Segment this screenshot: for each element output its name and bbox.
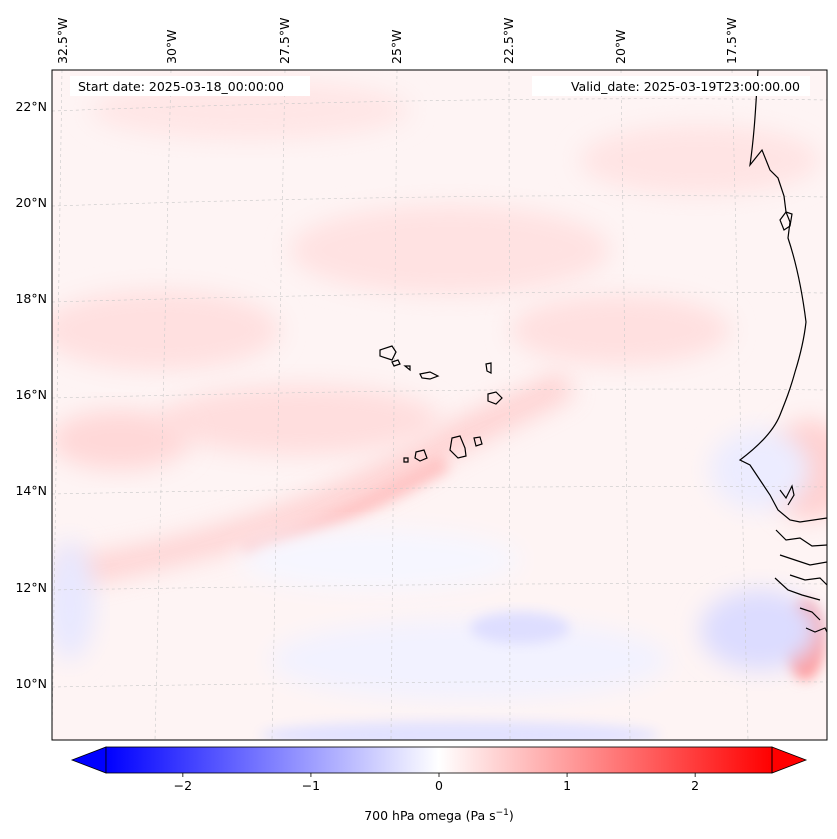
island-boa-vista (487, 391, 503, 405)
colorbar-gradient (106, 747, 772, 773)
lat-label: 14°N (15, 483, 47, 498)
lon-label: 22.5°W (501, 18, 516, 64)
island-brava (403, 457, 409, 463)
latitude-gridline-10 (52, 681, 827, 688)
island-santiago (449, 435, 467, 459)
island-maio (473, 436, 483, 447)
lon-label: 25°W (389, 29, 404, 64)
coastline-detail (775, 529, 827, 547)
island-sao-vicente (391, 359, 401, 367)
longitude-gridline (508, 70, 511, 740)
island-santa-luzia (403, 365, 411, 372)
lon-label: 27.5°W (277, 18, 292, 64)
colorbar-tick-label: 2 (691, 778, 699, 793)
colorbar-extend-low (70, 746, 107, 774)
coastline-detail (779, 211, 793, 231)
lat-label: 20°N (15, 195, 47, 210)
island-sal (485, 362, 492, 374)
longitude-gridline (731, 70, 749, 740)
longitude-gridline (271, 70, 286, 740)
lat-label: 16°N (15, 387, 47, 402)
colorbar-extend-high (771, 746, 808, 774)
omega-negative-patch (240, 530, 520, 590)
omega-positive-patch (580, 125, 820, 195)
lat-label: 18°N (15, 291, 47, 306)
omega-negative-patch (470, 612, 570, 644)
latitude-gridline-20 (52, 195, 827, 207)
colorbar-tick-label: 1 (563, 778, 571, 793)
latitude-gridline-12 (52, 583, 827, 591)
island-santo-antao (379, 345, 397, 361)
lat-label: 12°N (15, 580, 47, 595)
colorbar: −2 −1 0 1 2 700 hPa omega (Pa s−1) (70, 746, 808, 823)
valid-date-label: Valid_date: 2025-03-19T23:00:00.00 (571, 79, 800, 94)
coastline-detail (774, 577, 821, 601)
omega-negative-patch (700, 590, 820, 670)
map-frame (51, 69, 828, 741)
graticule (52, 70, 827, 740)
coastline-detail (789, 574, 827, 586)
colorbar-label: 700 hPa omega (Pa s−1) (364, 808, 514, 823)
latitude-gridline-22 (52, 98, 827, 112)
omega-negative-patch (260, 721, 660, 740)
coastlines (379, 70, 827, 633)
omega-positive-patch (52, 410, 190, 470)
coastline-detail (799, 607, 821, 621)
latitude-gridline-18 (52, 291, 827, 303)
colorbar-tick-label: −1 (302, 778, 320, 793)
lon-label: 32.5°W (55, 18, 70, 64)
island-fogo (414, 449, 428, 462)
omega-positive-band (60, 370, 575, 590)
longitude-gridline (620, 70, 631, 740)
longitude-labels: 32.5°W 30°W 27.5°W 25°W 22.5°W 20°W 17.5… (55, 18, 739, 64)
coastline-detail (779, 484, 795, 506)
omega-negative-patch (52, 540, 95, 660)
latitude-labels: 22°N 20°N 18°N 16°N 14°N 12°N 10°N (15, 99, 47, 691)
omega-negative-patch (270, 620, 670, 700)
longitude-gridline (154, 70, 172, 740)
colorbar-tick-label: −2 (174, 778, 192, 793)
longitude-gridline (390, 70, 398, 740)
omega-field (52, 70, 827, 740)
lon-label: 20°W (613, 29, 628, 64)
omega-positive-core (240, 455, 450, 555)
start-date-box (70, 76, 310, 96)
coastline-detail (779, 554, 827, 566)
coastline-west-africa (738, 70, 827, 523)
lon-label: 17.5°W (724, 18, 739, 64)
colorbar-ticks: −2 −1 0 1 2 (174, 773, 699, 793)
omega-positive-patch (510, 295, 730, 365)
colorbar-tick-label: 0 (435, 778, 443, 793)
omega-positive-patch (160, 385, 440, 455)
map-panel: Start date: 2025-03-18_00:00:00 Valid_da… (51, 69, 828, 741)
latitude-gridline-14 (52, 486, 827, 495)
longitude-gridline (52, 70, 63, 740)
latitude-gridline-16 (52, 388, 827, 399)
island-sao-nicolau (419, 371, 440, 380)
omega-positive-patch (290, 205, 610, 295)
start-date-label: Start date: 2025-03-18_00:00:00 (78, 79, 284, 94)
omega-negative-patch (710, 430, 810, 510)
lon-label: 30°W (164, 29, 179, 64)
omega-positive-patch (52, 290, 280, 370)
valid-date-box (532, 76, 810, 96)
lat-label: 10°N (15, 676, 47, 691)
lat-label: 22°N (15, 99, 47, 114)
coastline-detail (805, 627, 827, 633)
